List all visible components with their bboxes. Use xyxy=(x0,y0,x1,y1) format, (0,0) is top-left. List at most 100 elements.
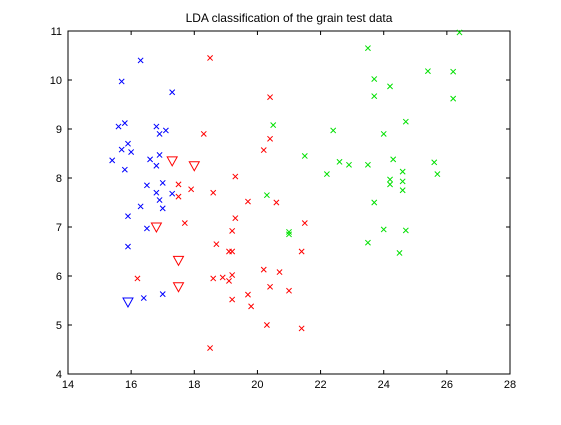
point-x-marker xyxy=(263,322,270,328)
point-x-marker xyxy=(402,118,409,125)
series-3 xyxy=(150,156,201,293)
point-x-marker xyxy=(248,303,255,310)
point-x-marker xyxy=(387,176,393,183)
x-tick-label: 14 xyxy=(62,379,74,391)
point-x-marker xyxy=(181,220,188,227)
point-x-marker xyxy=(153,162,160,169)
point-x-marker xyxy=(156,152,163,158)
series-4 xyxy=(122,297,134,308)
point-x-marker xyxy=(434,171,441,178)
point-x-marker xyxy=(137,57,144,64)
point-x-marker xyxy=(346,161,352,168)
point-x-marker xyxy=(213,241,220,248)
point-x-marker xyxy=(147,156,154,163)
point-x-marker xyxy=(125,140,131,147)
point-x-marker xyxy=(298,325,305,332)
point-x-marker xyxy=(159,179,166,186)
point-triangle-marker xyxy=(166,156,179,167)
point-x-marker xyxy=(229,296,236,303)
point-x-marker xyxy=(380,130,387,137)
point-x-marker xyxy=(301,220,308,227)
point-x-marker xyxy=(276,269,283,276)
point-x-marker xyxy=(125,243,131,250)
x-tick-label: 16 xyxy=(125,379,137,391)
point-x-marker xyxy=(330,127,337,134)
point-x-marker xyxy=(229,227,236,234)
x-tick-label: 26 xyxy=(441,379,453,391)
point-x-marker xyxy=(286,228,292,235)
point-x-marker xyxy=(260,266,267,273)
point-x-marker xyxy=(210,275,217,282)
point-x-marker xyxy=(380,226,387,233)
point-x-marker xyxy=(336,158,343,165)
point-x-marker xyxy=(169,89,176,96)
point-x-marker xyxy=(387,83,393,90)
point-x-marker xyxy=(159,291,166,298)
point-x-marker xyxy=(396,250,403,256)
y-tick-label: 10 xyxy=(50,75,62,87)
point-x-marker xyxy=(371,199,378,206)
point-x-marker xyxy=(364,45,371,52)
point-x-marker xyxy=(210,189,217,196)
y-tick-label: 7 xyxy=(56,222,62,234)
point-x-marker xyxy=(159,205,166,212)
point-x-marker xyxy=(371,76,378,82)
point-x-marker xyxy=(323,171,330,178)
point-x-marker xyxy=(153,123,160,130)
point-x-marker xyxy=(175,181,182,188)
point-x-marker xyxy=(200,130,207,137)
point-x-marker xyxy=(298,248,305,255)
point-x-marker xyxy=(371,93,378,100)
point-x-marker xyxy=(245,291,251,298)
point-x-marker xyxy=(402,227,409,234)
x-tick-label: 28 xyxy=(504,379,516,391)
series-1 xyxy=(134,54,308,351)
x-tick-label: 18 xyxy=(188,379,200,391)
y-tick-label: 5 xyxy=(56,320,62,332)
x-tick-label: 20 xyxy=(251,379,263,391)
chart-title: LDA classification of the grain test dat… xyxy=(186,11,393,25)
y-tick-label: 11 xyxy=(51,26,62,38)
point-x-marker xyxy=(273,199,280,206)
x-tick-label: 22 xyxy=(314,379,326,391)
point-x-marker xyxy=(134,275,141,282)
point-x-marker xyxy=(456,29,463,36)
point-x-marker xyxy=(267,135,274,142)
point-x-marker xyxy=(263,192,270,199)
point-x-marker xyxy=(140,295,147,302)
point-x-marker xyxy=(424,68,431,75)
y-tick-label: 4 xyxy=(56,369,62,381)
point-x-marker xyxy=(118,78,125,85)
point-triangle-marker xyxy=(150,222,163,234)
y-tick-label: 6 xyxy=(56,271,62,283)
point-x-marker xyxy=(121,166,128,173)
point-x-marker xyxy=(153,189,160,196)
point-triangle-marker xyxy=(172,255,185,267)
point-x-marker xyxy=(207,345,214,351)
point-x-marker xyxy=(301,152,308,159)
point-x-marker xyxy=(226,277,232,284)
point-x-marker xyxy=(232,215,239,222)
x-tick-label: 24 xyxy=(378,379,390,391)
point-x-marker xyxy=(431,159,438,166)
point-x-marker xyxy=(175,193,182,200)
point-triangle-marker xyxy=(188,161,201,172)
point-x-marker xyxy=(267,283,274,290)
point-triangle-marker xyxy=(172,282,185,293)
point-x-marker xyxy=(364,161,371,168)
point-x-marker xyxy=(232,173,239,180)
point-triangle-marker xyxy=(122,297,134,308)
point-x-marker xyxy=(219,274,226,281)
point-x-marker xyxy=(229,248,236,255)
point-x-marker xyxy=(399,178,406,185)
point-x-marker xyxy=(109,157,116,164)
point-x-marker xyxy=(399,187,406,194)
point-x-marker xyxy=(125,213,131,220)
series-0 xyxy=(109,57,176,302)
point-x-marker xyxy=(143,225,150,232)
axis-ticks: 14 16 18 20 22 24 26 28 4 5 6 7 8 9 10 11 xyxy=(50,26,516,391)
data-marks xyxy=(109,29,463,351)
point-x-marker xyxy=(229,272,236,278)
point-x-marker xyxy=(364,239,371,246)
